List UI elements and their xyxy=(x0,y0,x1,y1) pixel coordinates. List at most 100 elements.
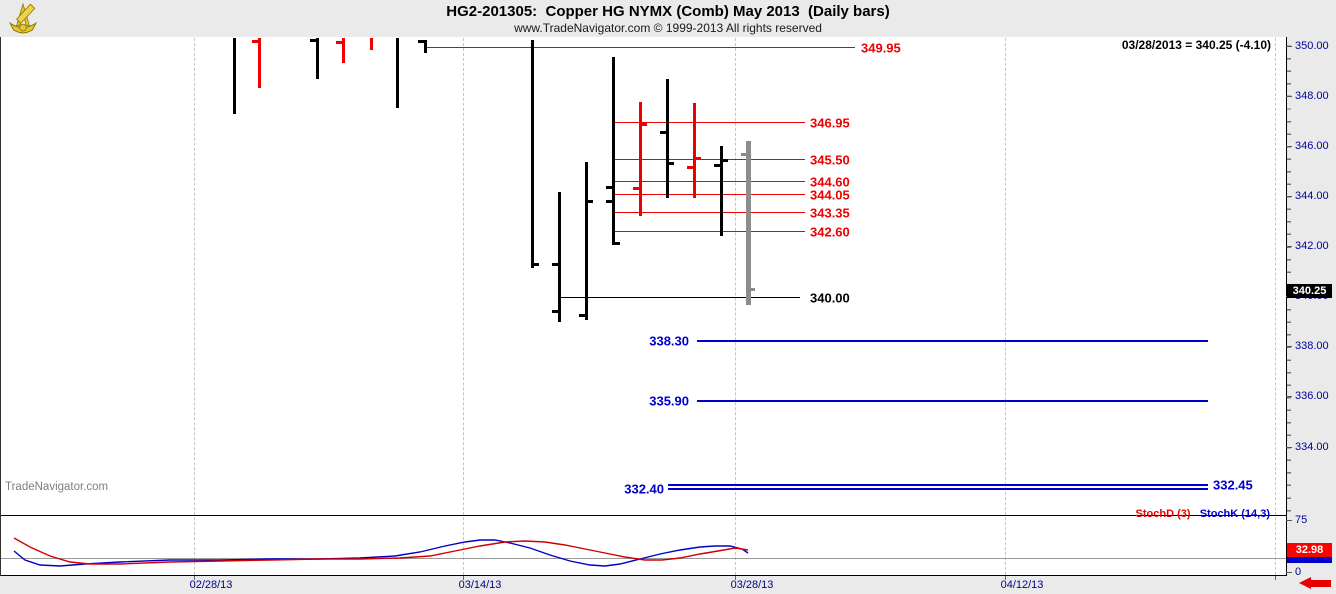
date-axis-tick xyxy=(463,576,464,580)
price-panel[interactable] xyxy=(0,37,1286,516)
price-axis-label: 342.00 xyxy=(1295,240,1329,252)
price-axis-tick xyxy=(1286,146,1292,147)
date-gridline xyxy=(735,38,736,575)
arrow-shaft xyxy=(1310,580,1331,587)
stoch-axis-tick xyxy=(1286,520,1292,521)
date-axis-tick xyxy=(1275,576,1276,580)
price-axis-label: 338.00 xyxy=(1295,340,1329,352)
date-axis-tick xyxy=(194,576,195,580)
open-tick xyxy=(418,40,425,43)
date-axis-label: 02/28/13 xyxy=(189,579,233,591)
open-tick xyxy=(252,40,259,43)
price-axis[interactable] xyxy=(1287,37,1336,594)
price-axis-tick xyxy=(1286,46,1292,47)
price-level-label: 338.30 xyxy=(649,333,689,348)
price-level-line xyxy=(612,212,805,213)
stochastic-curves xyxy=(13,537,749,567)
stoch-axis-tick xyxy=(1286,572,1292,573)
price-bar xyxy=(342,38,345,63)
price-level-label: 349.95 xyxy=(861,40,901,55)
price-level-label: 344.60 xyxy=(810,174,850,189)
close-tick xyxy=(613,242,620,245)
date-axis-label: 04/12/13 xyxy=(1000,579,1044,591)
price-bar xyxy=(396,38,399,108)
arrow-head-icon xyxy=(1299,577,1311,589)
price-bar xyxy=(258,38,261,88)
stochk-curve xyxy=(13,539,749,567)
price-bar xyxy=(370,38,373,50)
price-level-line xyxy=(427,47,855,48)
price-axis-tick xyxy=(1286,447,1292,448)
last-quote-readout: 03/28/2013 = 340.25 (-4.10) xyxy=(1121,38,1271,52)
stochd-legend-label: StochD (3) xyxy=(1135,508,1191,520)
price-level-label: 344.05 xyxy=(810,187,850,202)
date-axis-label: 03/14/13 xyxy=(458,579,502,591)
open-tick xyxy=(660,131,667,134)
close-tick xyxy=(667,162,674,165)
price-level-label: 346.95 xyxy=(810,115,850,130)
price-axis-label: 336.00 xyxy=(1295,390,1329,402)
open-tick xyxy=(606,186,613,189)
price-axis-tick xyxy=(1286,96,1292,97)
price-bar xyxy=(693,103,696,198)
stoch-axis-label: 75 xyxy=(1295,514,1308,526)
chart-subtitle: www.TradeNavigator.com © 1999-2013 All r… xyxy=(514,21,822,35)
close-tick xyxy=(532,263,539,266)
open-tick xyxy=(714,164,721,167)
plot-left-border xyxy=(0,37,1,576)
price-level-label: 332.45 xyxy=(1213,477,1253,492)
close-tick xyxy=(586,200,593,203)
close-tick xyxy=(748,288,755,291)
price-level-line xyxy=(612,181,805,182)
price-level-line xyxy=(668,488,1208,490)
open-tick xyxy=(336,41,343,44)
price-axis-label: 346.00 xyxy=(1295,140,1329,152)
price-level-label: 345.50 xyxy=(810,152,850,167)
chart-header: HG2-201305: Copper HG NYMX (Comb) May 20… xyxy=(0,0,1336,38)
stochk-legend-label: StochK (14,3) xyxy=(1199,508,1270,520)
chart-title: HG2-201305: Copper HG NYMX (Comb) May 20… xyxy=(446,3,890,20)
price-bar xyxy=(585,162,588,320)
indicator-legend: StochD (3) StochK (14,3) xyxy=(0,496,1270,532)
date-axis[interactable] xyxy=(0,576,1336,594)
date-axis-tick xyxy=(1005,576,1006,580)
sextant-logo-icon xyxy=(8,2,38,34)
price-level-line xyxy=(612,159,805,160)
open-tick xyxy=(741,153,748,156)
price-level-line xyxy=(697,400,1208,402)
watermark-text: TradeNavigator.com xyxy=(5,481,109,493)
scroll-left-arrow-button[interactable] xyxy=(1299,577,1332,590)
price-bar xyxy=(666,79,669,198)
stochastic-panel[interactable] xyxy=(0,516,1286,576)
price-level-label: 340.00 xyxy=(810,290,850,305)
open-tick xyxy=(552,310,559,313)
close-tick xyxy=(721,159,728,162)
price-bar xyxy=(639,102,642,216)
price-level-line xyxy=(612,122,805,123)
price-axis-tick xyxy=(1286,396,1292,397)
price-level-label: 343.35 xyxy=(810,205,850,220)
price-axis-label: 348.00 xyxy=(1295,90,1329,102)
price-bar xyxy=(424,40,427,53)
price-axis-label: 344.00 xyxy=(1295,190,1329,202)
price-level-line xyxy=(560,297,800,298)
open-tick xyxy=(552,263,559,266)
price-level-line xyxy=(612,194,805,195)
stochd-value-flag: 32.98 xyxy=(1287,543,1332,557)
last-price-flag: 340.25 xyxy=(1287,284,1332,298)
price-level-label: 342.60 xyxy=(810,224,850,239)
plot-right-border xyxy=(1286,37,1287,576)
close-tick xyxy=(694,157,701,160)
date-gridline xyxy=(194,38,195,575)
price-bar xyxy=(531,40,534,268)
price-axis-tick xyxy=(1286,246,1292,247)
price-axis-minor-ticks xyxy=(1287,38,1291,515)
open-tick xyxy=(606,200,613,203)
price-bar xyxy=(316,38,319,79)
date-gridline xyxy=(1005,38,1006,575)
price-axis-tick xyxy=(1286,346,1292,347)
price-level-line xyxy=(668,484,1208,486)
stoch-axis-label: 0 xyxy=(1295,566,1302,578)
price-bar xyxy=(558,192,561,322)
open-tick xyxy=(687,166,694,169)
